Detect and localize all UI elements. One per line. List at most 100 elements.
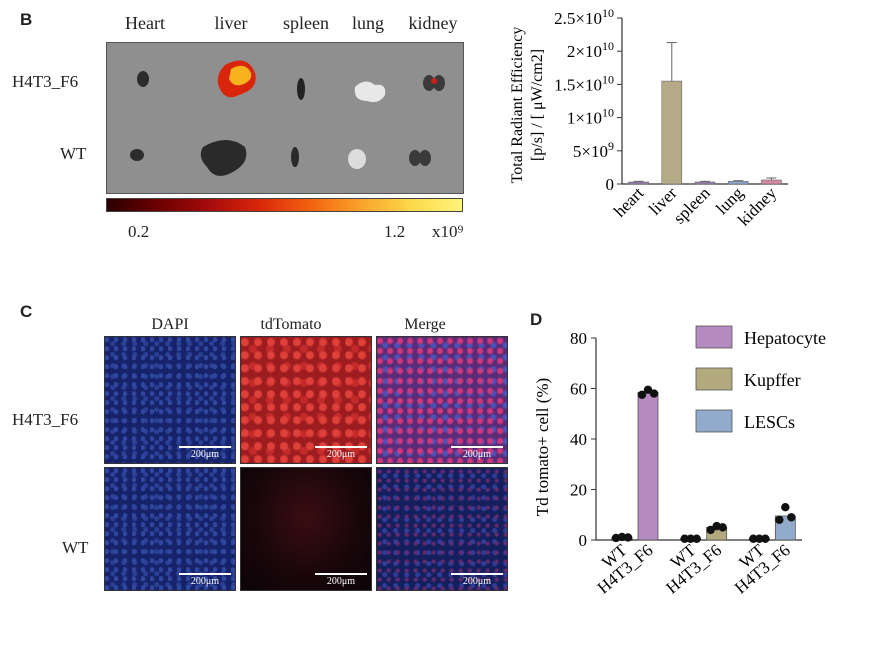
point-kupffer [686,534,695,543]
legend-swatch-hepatocyte [695,325,733,349]
micro-dapi-h4t3: 200μm [104,336,236,464]
bar-liver [661,80,683,185]
y-tick-mantissa: 0 [606,175,615,194]
liver-h4t3-hot [229,65,252,86]
x-tick-label-kidney: kidney [734,183,781,230]
organ-label-kidney: kidney [408,13,458,33]
y-axis-title: Total Radiant Efficiency [p/s] / [ μW/cm2… [509,27,546,184]
bar-heart [628,181,649,185]
d-y-tick-label: 0 [579,531,588,550]
d-y-tick-label: 40 [570,430,587,449]
scalebar-label: 200μm [462,576,492,587]
d-y-tick-label: 20 [570,481,587,500]
kidney-h4t3-signal [431,78,437,84]
y-tick-mantissa: 5×10 [573,142,608,161]
legend-label-kupffer: Kupffer [744,370,801,390]
c-row-label-wt: WT [62,538,89,557]
organ-label-heart: Heart [125,13,165,33]
d-y-tick-label: 80 [570,329,587,348]
point-lescs [749,534,758,543]
heart-h4t3 [137,71,149,87]
organ-label-liver: liver [214,13,248,33]
micro-tdtomato-wt: 200μm [240,467,372,591]
point-kupffer [692,534,701,543]
bar-spleen [694,181,716,185]
panel-c-label: C [20,302,33,321]
legend-swatch-lescs [695,409,733,433]
y-tick-mantissa: 1×10 [567,109,602,128]
x-tick-label-heart: heart [610,183,648,221]
radiant-efficiency-chart: 05×1091×10101.5×10102×10102.5×1010Total … [509,6,788,230]
spleen-wt [291,147,299,167]
d-y-tick-label: 60 [570,380,587,399]
bar-hepatocyte-h4t3_f6 [637,391,659,541]
scalebar-label: 200μm [190,449,220,460]
kidney-wt-right [419,150,431,166]
y-axis-title-line: [p/s] / [ μW/cm2] [529,49,546,161]
colorbar-unit-label: x10⁹ [432,222,464,241]
micro-tdtomato-h4t3: 200μm [240,336,372,464]
bar-kidney [761,179,782,185]
point-hepatocyte [623,533,633,542]
heat-colorbar [106,198,463,212]
point-lescs [761,534,770,543]
colorbar-min-label: 0.2 [128,222,150,241]
point-lescs [755,534,764,543]
legend-swatch-kupffer [695,367,733,391]
point-hepatocyte [649,389,659,398]
kidney-wt-left [409,150,421,166]
heart-wt [130,149,144,161]
x-tick-label-spleen: spleen [670,183,714,227]
y-tick-label: 1×1010 [567,106,614,128]
y-tick-mantissa: 2.5×10 [554,9,602,28]
panel-d-label: D [530,310,543,329]
point-lescs [775,515,784,524]
micro-merge-h4t3: 200μm [376,336,508,464]
scalebar-label: 200μm [326,449,356,460]
y-tick-exponent: 10 [602,72,614,86]
organ-silhouettes [130,60,445,176]
lung-wt [348,149,366,169]
organ-label-spleen: spleen [283,13,329,33]
y-tick-label: 2×1010 [567,39,614,61]
col-label-dapi: DAPI [151,316,189,333]
y-tick-mantissa: 2×10 [567,42,602,61]
legend-label-lescs: LESCs [744,412,795,432]
panel-b-label: B [20,10,33,29]
point-kupffer [680,534,689,543]
row-label-wt: WT [60,144,87,163]
lung-h4t3 [354,81,386,103]
y-tick-exponent: 9 [608,139,614,153]
point-kupffer [706,525,715,535]
y-tick-mantissa: 1.5×10 [554,75,602,94]
y-tick-label: 0 [606,175,615,194]
col-label-merge: Merge [404,316,446,333]
scalebar-label: 200μm [190,576,220,587]
point-lescs [781,502,790,512]
spleen-h4t3 [297,78,305,100]
micro-dapi-wt: 200μm [104,467,236,591]
c-row-label-h4t3: H4T3_F6 [12,410,79,429]
col-label-tdtomato: tdTomato [260,316,322,333]
point-kupffer [718,523,727,532]
y-tick-exponent: 10 [602,39,614,53]
bar-lung [727,181,749,185]
y-tick-label: 5×109 [573,139,614,161]
y-tick-label: 2.5×1010 [554,6,614,28]
y-tick-exponent: 10 [602,6,614,20]
y-tick-label: 1.5×1010 [554,72,614,94]
y-axis-title-line: Total Radiant Efficiency [509,27,526,184]
liver-wt [200,140,247,176]
legend-label-hepatocyte: Hepatocyte [744,328,826,348]
d-y-axis-title: Td tomato+ cell (%) [533,378,552,516]
row-label-h4t3: H4T3_F6 [12,72,79,91]
colorbar-max-label: 1.2 [384,222,406,241]
point-hepatocyte [643,385,653,394]
organ-label-lung: lung [351,13,384,33]
point-lescs [787,513,796,522]
point-hepatocyte [617,532,627,542]
micro-merge-wt: 200μm [376,467,508,591]
point-hepatocyte [637,390,647,400]
y-tick-exponent: 10 [602,106,614,120]
